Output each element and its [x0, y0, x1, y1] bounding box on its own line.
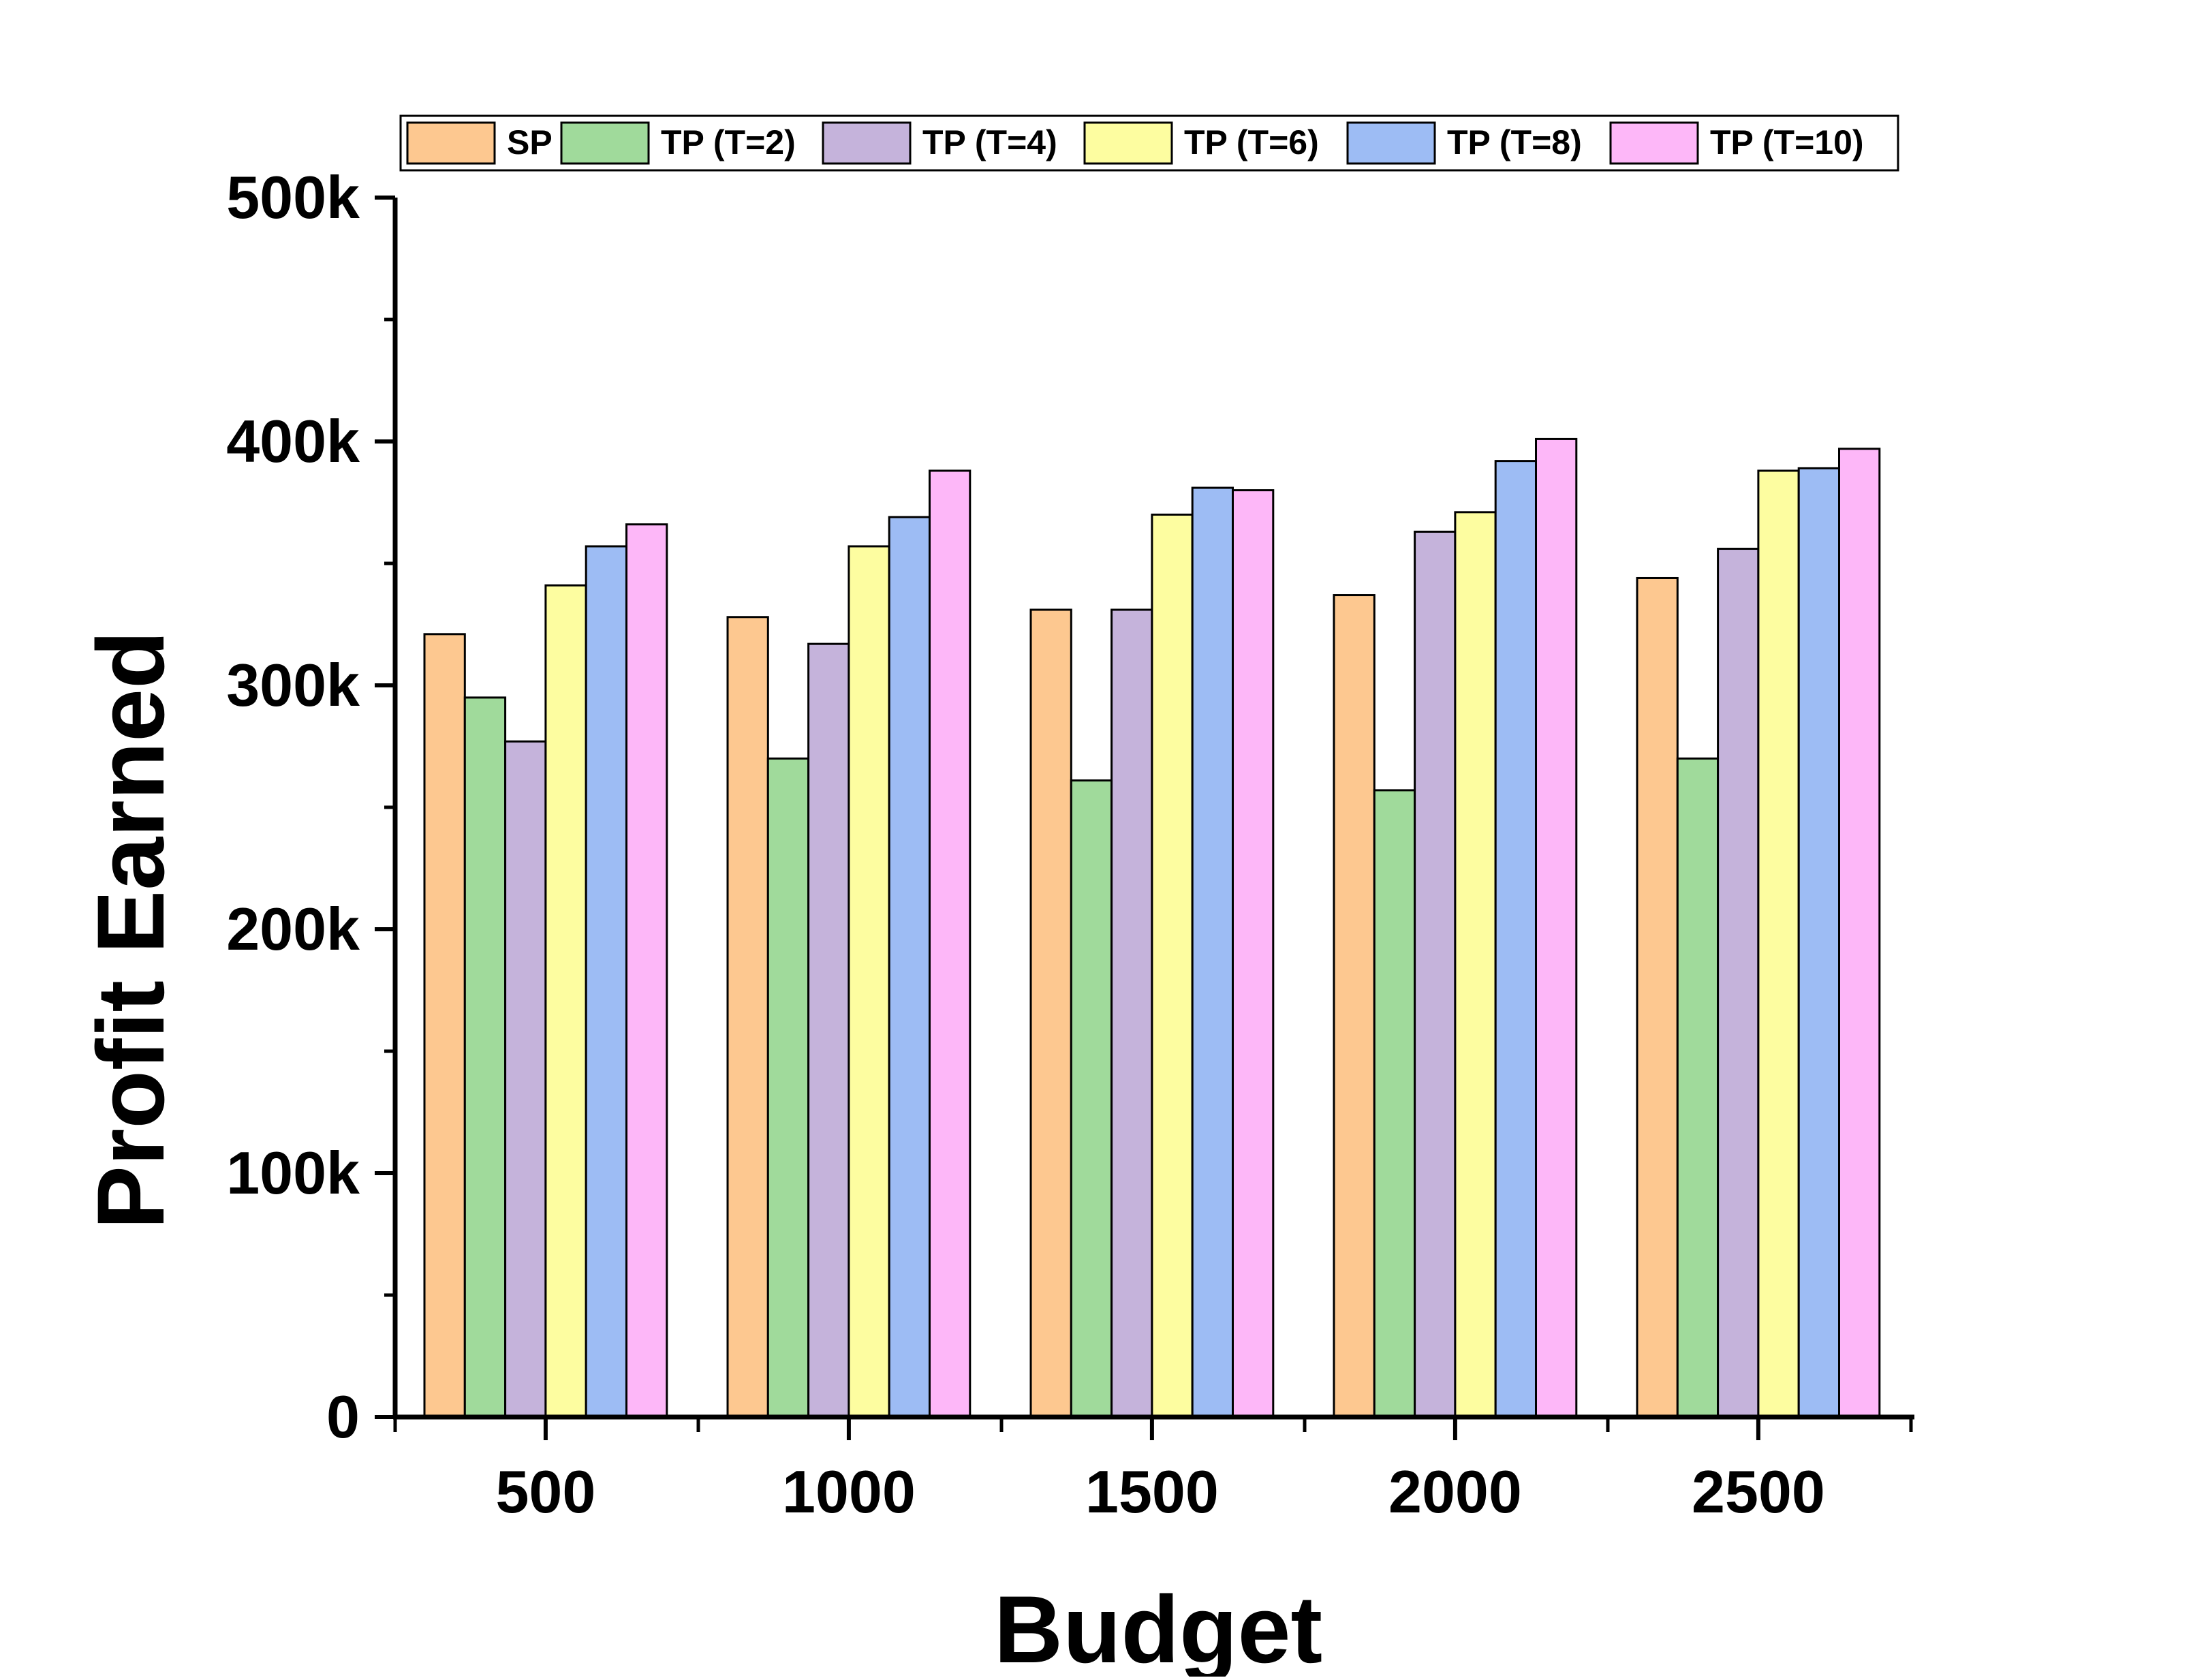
- y-axis-label: Profit Earned: [77, 630, 184, 1229]
- bar: [585, 545, 628, 1418]
- bar: [1373, 789, 1416, 1418]
- y-tick-label: 400k: [226, 407, 360, 475]
- legend-label: TP (T=8): [1447, 123, 1582, 161]
- y-tick-label: 300k: [226, 651, 360, 719]
- legend-label: TP (T=4): [922, 123, 1057, 161]
- bar: [463, 696, 507, 1418]
- legend: SP TP (T=2) TP (T=4) TP (T=6) TP (T=8) TP (T=…: [399, 114, 1899, 172]
- bar: [1676, 757, 1720, 1418]
- bar: [1110, 608, 1153, 1418]
- bar: [1414, 530, 1457, 1418]
- legend-label: SP: [507, 123, 553, 161]
- bar: [1757, 469, 1800, 1418]
- bar: [423, 633, 466, 1418]
- y-tick-label: 100k: [226, 1139, 360, 1207]
- bar: [1717, 548, 1760, 1418]
- y-tick-label: 200k: [226, 895, 360, 963]
- x-tick-label: 2500: [1692, 1458, 1825, 1525]
- bar: [1029, 608, 1072, 1418]
- bar: [1797, 467, 1840, 1418]
- bar: [1494, 460, 1537, 1418]
- bar: [1454, 511, 1497, 1418]
- bar: [1333, 594, 1376, 1418]
- legend-swatch: [1083, 121, 1173, 165]
- bar: [544, 584, 587, 1418]
- bar: [504, 740, 547, 1418]
- x-tick-label: 1000: [782, 1458, 916, 1525]
- x-tick-label: 1500: [1085, 1458, 1219, 1525]
- y-tick-label: 0: [326, 1383, 360, 1450]
- axes-layer: 0 100k 200k 300k 400k 500k 500 1000 1500 2000 2500: [226, 164, 1914, 1525]
- bar: [929, 469, 972, 1418]
- bar: [1636, 576, 1679, 1418]
- bar: [625, 523, 668, 1418]
- legend-swatch: [1346, 121, 1436, 165]
- bar: [1232, 489, 1275, 1418]
- bar: [726, 616, 769, 1418]
- legend-swatch: [822, 121, 912, 165]
- bar: [1191, 486, 1234, 1418]
- legend-swatch: [1609, 121, 1699, 165]
- bar: [1535, 437, 1578, 1418]
- bar: [848, 545, 890, 1418]
- legend-label: TP (T=10): [1710, 123, 1864, 161]
- bars-layer: [423, 437, 1881, 1418]
- bar: [1070, 779, 1113, 1418]
- legend-label: TP (T=6): [1184, 123, 1319, 161]
- legend-swatch: [560, 121, 650, 165]
- legend-swatch: [406, 121, 496, 165]
- legend-label: TP (T=2): [661, 123, 796, 161]
- bar: [807, 642, 850, 1418]
- x-tick-label: 2000: [1388, 1458, 1522, 1525]
- y-tick-label: 500k: [226, 164, 360, 231]
- bar: [888, 516, 931, 1418]
- bar: [1151, 513, 1194, 1418]
- x-axis-label: Budget: [994, 1576, 1322, 1677]
- bar: [766, 757, 810, 1418]
- x-tick-label: 500: [495, 1458, 595, 1525]
- bar: [1838, 448, 1881, 1418]
